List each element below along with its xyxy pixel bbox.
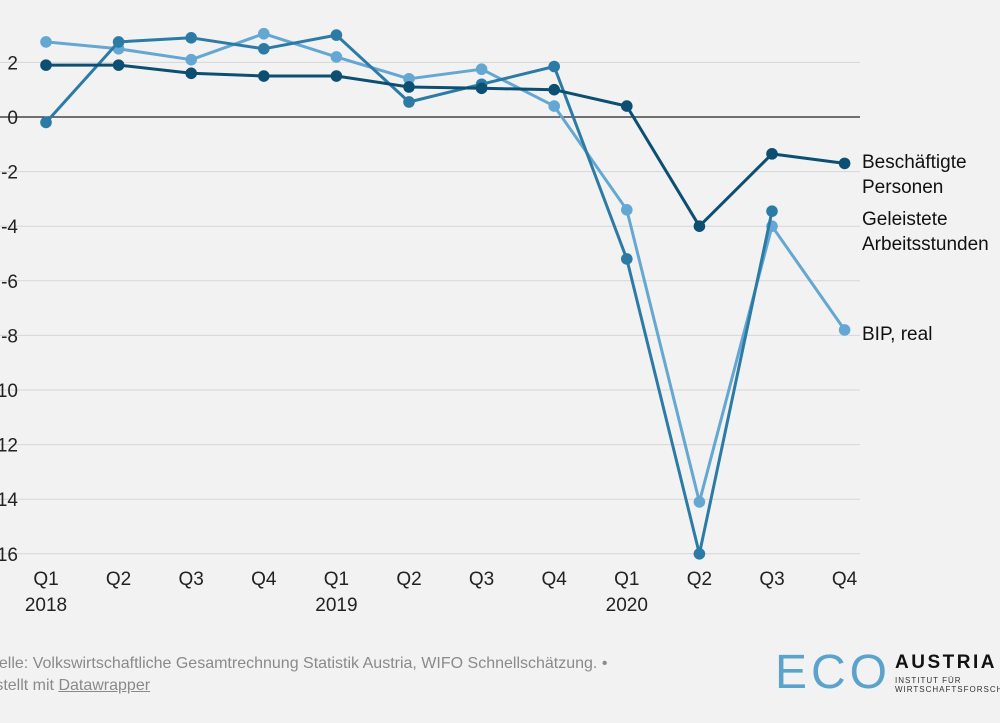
x-tick-label: Q1: [33, 569, 58, 590]
series-2: [40, 27, 851, 508]
x-tick-label: Q1: [324, 569, 349, 590]
series-label: Geleistete: [862, 209, 948, 230]
logo-subtitle-line2: WIRTSCHAFTSFORSCHU: [895, 685, 1000, 694]
y-tick-label: -12: [0, 436, 18, 457]
data-point: [693, 548, 706, 560]
x-year-label: 2019: [315, 595, 357, 616]
data-point: [475, 82, 488, 95]
y-tick-label: -2: [1, 163, 18, 184]
y-tick-label: -4: [1, 217, 18, 238]
x-year-label: 2020: [606, 595, 648, 616]
data-point: [330, 70, 343, 82]
series-line: [44, 33, 774, 556]
data-point: [693, 496, 706, 508]
credit-line: rstellt mit Datawrapper: [0, 675, 760, 697]
y-tick-label: -10: [0, 381, 18, 402]
source-text: uelle: Volkswirtschaftliche Gesamtrechnu…: [0, 655, 608, 672]
logo-subtitle-line1: INSTITUT FÜR: [895, 676, 962, 685]
series-1: [40, 29, 778, 560]
series-layer: [40, 27, 851, 560]
data-point: [766, 148, 778, 160]
data-point: [766, 205, 778, 217]
data-point: [185, 67, 197, 80]
x-tick-label: Q3: [179, 569, 204, 590]
x-year-label: 2018: [25, 595, 67, 616]
data-point: [621, 100, 633, 112]
logo-eco-wordmark: ECO: [775, 646, 892, 699]
data-point: [40, 36, 52, 48]
data-point: [403, 72, 415, 85]
data-point: [693, 220, 706, 232]
series-line: [45, 32, 846, 504]
series-0: [40, 59, 851, 232]
y-tick-label: -6: [1, 272, 18, 293]
data-point: [40, 116, 52, 129]
logo-austria-wordmark: AUSTRIA: [895, 652, 997, 673]
data-point: [112, 59, 125, 71]
x-tick-label: Q2: [396, 569, 421, 590]
data-point: [330, 51, 343, 63]
data-point: [475, 63, 488, 76]
data-point: [838, 324, 851, 336]
series-label: Arbeitsstunden: [862, 234, 989, 255]
data-point: [548, 83, 560, 96]
data-point: [403, 96, 415, 108]
y-tick-label: -8: [1, 326, 18, 347]
x-tick-label: Q3: [469, 569, 494, 590]
series-line: [46, 63, 845, 228]
data-point: [112, 36, 125, 48]
grid-layer: [0, 61, 860, 555]
source-note: uelle: Volkswirtschaftliche Gesamtrechnu…: [0, 653, 760, 697]
data-point: [185, 53, 197, 66]
x-tick-label: Q1: [614, 569, 639, 590]
data-point: [838, 157, 851, 170]
y-axis: 2 0 -2 -4 -6 -8 -10 -12 -14 -16: [0, 53, 18, 565]
data-point: [185, 32, 197, 44]
y-tick-label: -14: [0, 490, 18, 511]
credit-prefix: rstellt mit: [0, 677, 54, 694]
x-tick-label: Q2: [687, 569, 712, 590]
line-chart: 20-2-4-6-8-10-12-14-16 Q1Q2Q3Q4Q1Q2Q3Q4Q…: [0, 27, 989, 616]
data-point: [258, 27, 270, 40]
data-point: [330, 29, 343, 41]
x-tick-label: Q4: [251, 569, 277, 590]
x-tick-label: Q2: [106, 569, 131, 590]
data-point: [621, 253, 633, 265]
y-tick-label: 2: [7, 53, 18, 74]
series-label: BIP, real: [862, 324, 932, 345]
series-label: Beschäftigte: [862, 152, 967, 173]
data-point: [548, 60, 560, 73]
data-point: [621, 204, 633, 216]
series-label: Personen: [862, 177, 943, 198]
data-point: [403, 81, 415, 93]
x-tick-label: Q4: [832, 569, 858, 590]
data-point: [548, 100, 560, 112]
x-tick-label: Q4: [542, 569, 568, 590]
data-point: [258, 70, 270, 82]
y-tick-label: 0: [7, 108, 18, 129]
y-tick-label: -16: [0, 545, 18, 566]
logo-subtitle: INSTITUT FÜR WIRTSCHAFTSFORSCHU: [895, 676, 1000, 694]
datawrapper-link[interactable]: Datawrapper: [58, 677, 151, 694]
x-tick-label: Q3: [759, 569, 784, 590]
x-axis: Q1 Q2 Q3 Q4 Q1 Q2 Q3 Q4 Q1 Q2 Q3 Q4 2018 2019 2020: [25, 569, 858, 616]
data-point: [258, 42, 270, 55]
data-point: [40, 59, 52, 71]
series-labels: Beschäftigte Personen Geleistete Arbeitsstu…: [862, 152, 989, 345]
eco-austria-logo: ECO AUSTRIA INSTITUT FÜR WIRTSCHAFTSFORS…: [775, 646, 1000, 699]
